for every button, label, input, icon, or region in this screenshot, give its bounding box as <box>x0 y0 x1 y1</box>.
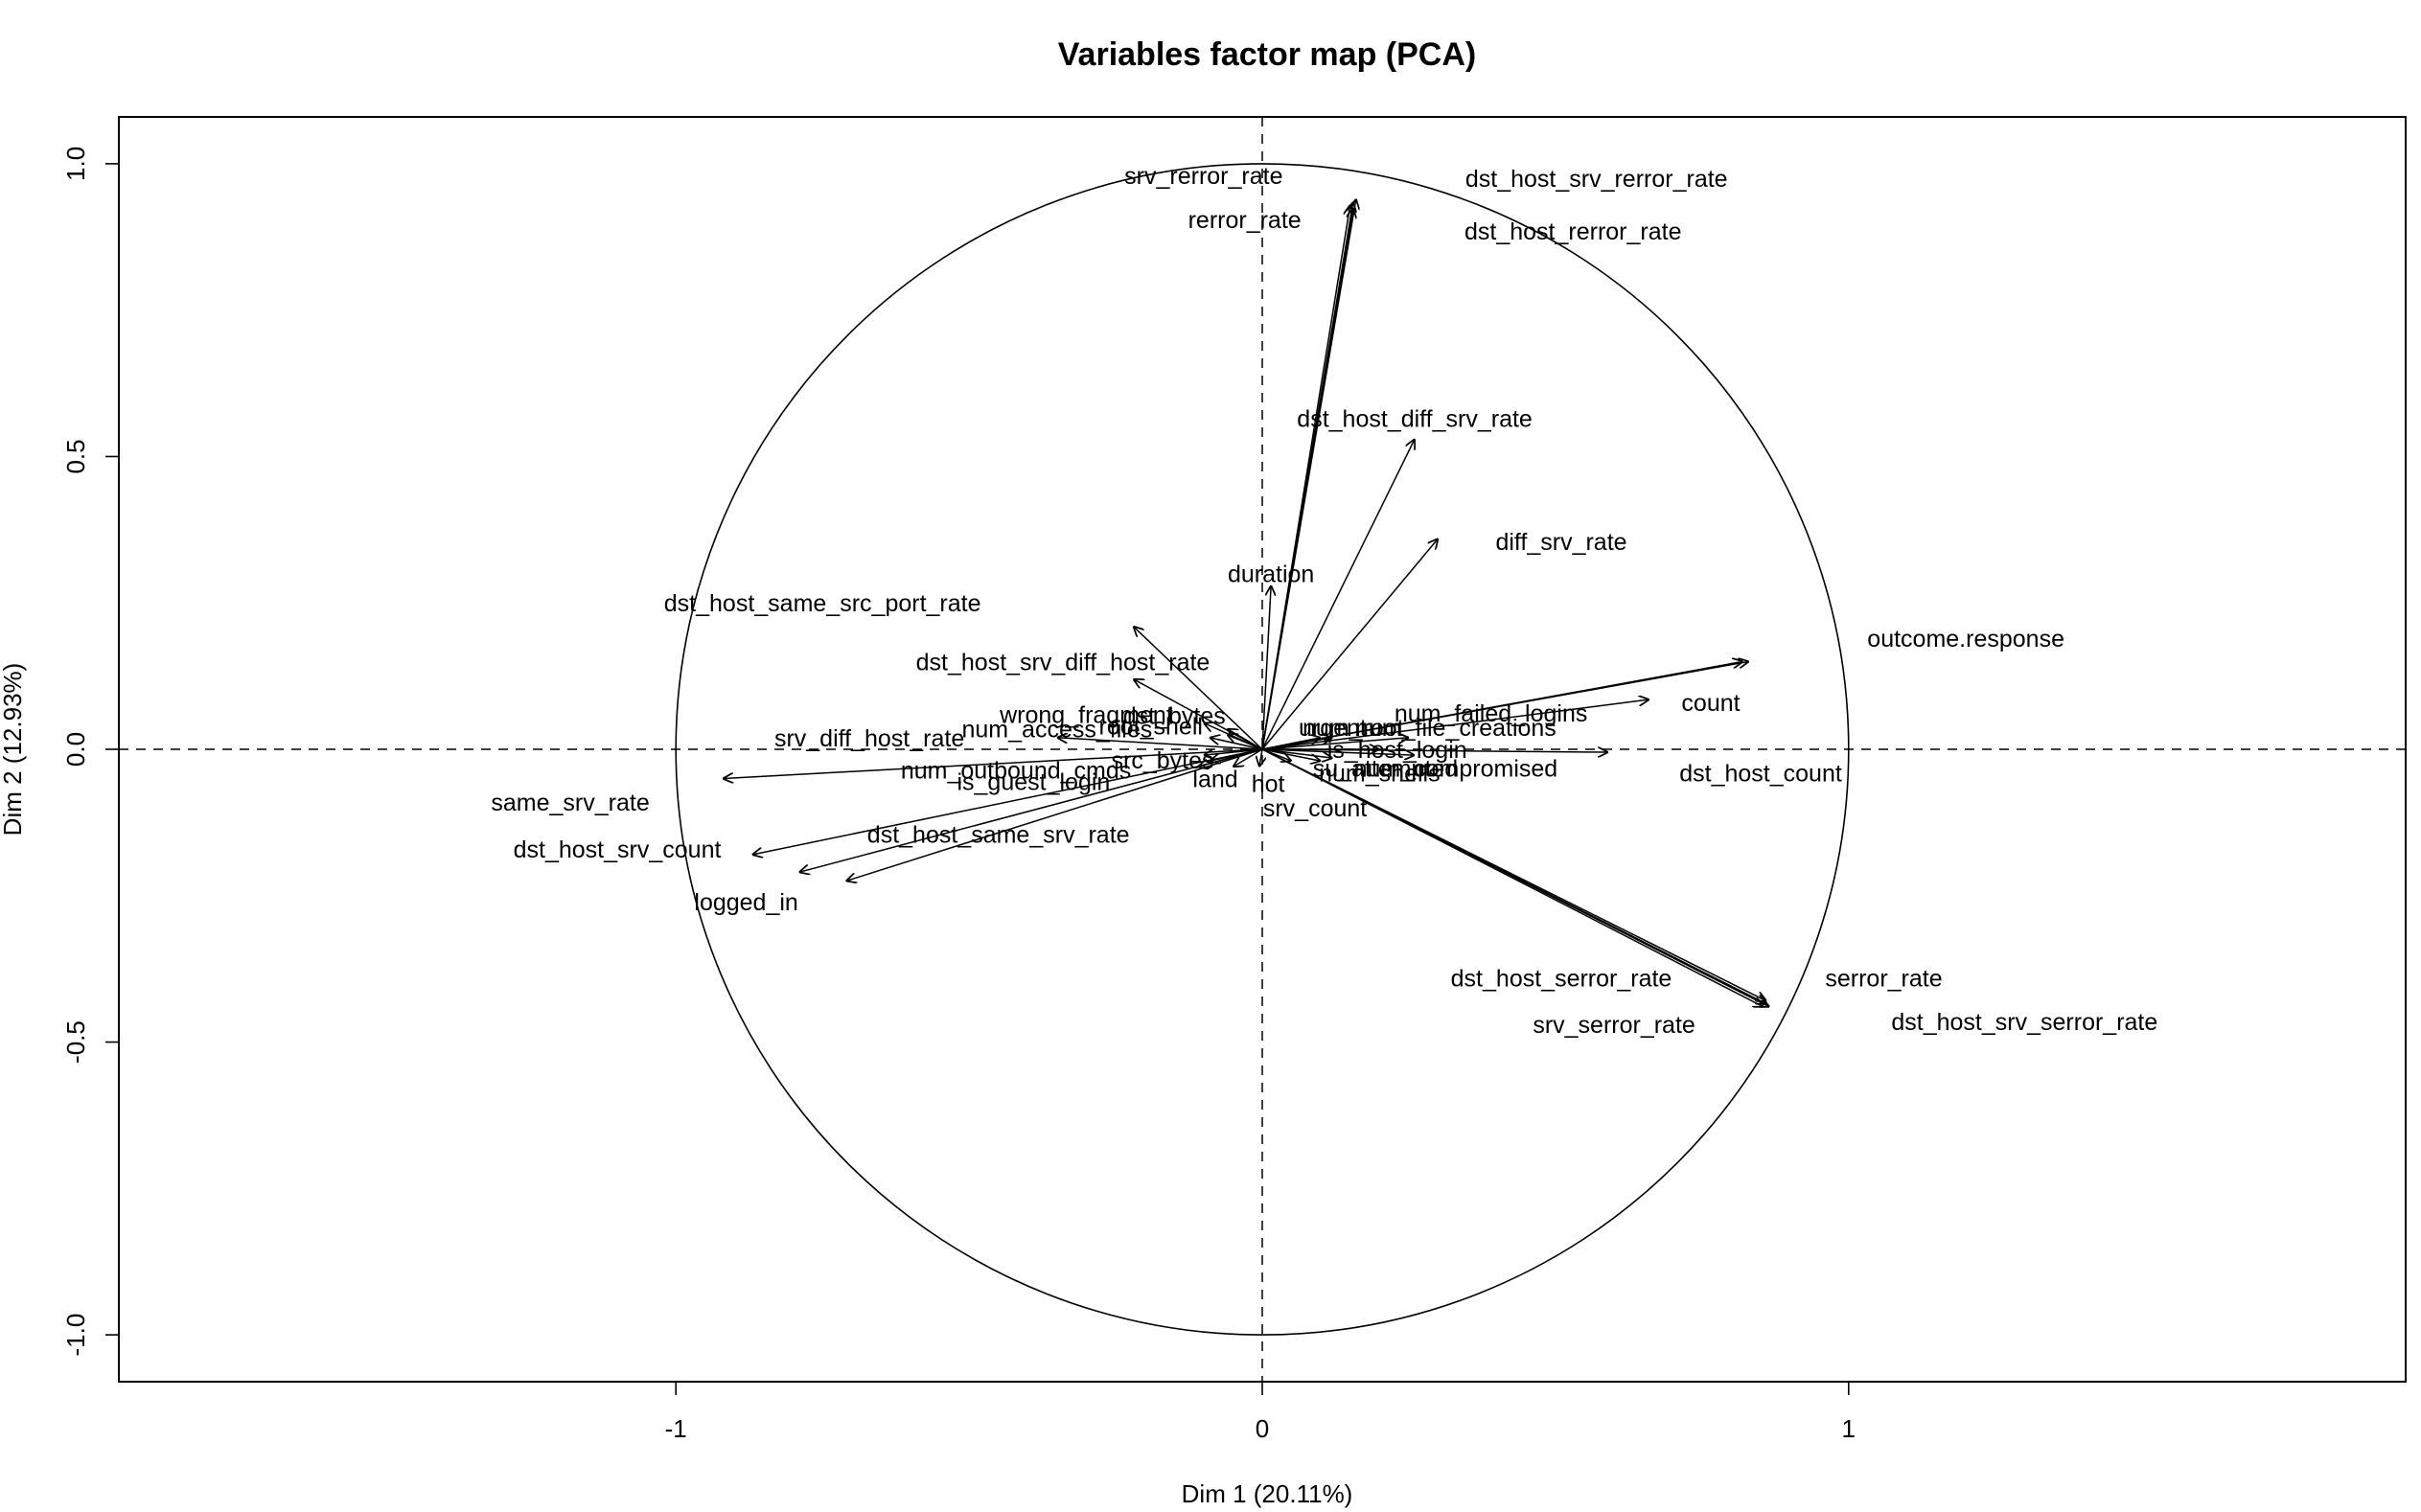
variable-arrow <box>1261 748 1415 755</box>
variable-label: outcome.response <box>1867 626 2064 653</box>
variable-label: land <box>1192 767 1237 793</box>
x-tick-label: 1 <box>1842 1414 1856 1443</box>
variable-arrow <box>752 748 1263 855</box>
variable-label: same_srv_rate <box>491 790 649 816</box>
variable-arrow <box>1133 627 1263 750</box>
variable-label: dst_host_rerror_rate <box>1464 218 1682 245</box>
variable-label: su_attempted <box>1313 756 1459 783</box>
variable-label: root_shell <box>1099 714 1203 741</box>
variable-arrow <box>1261 585 1271 750</box>
variable-label: dst_host_diff_srv_rate <box>1297 406 1533 433</box>
variable-label: diff_srv_rate <box>1495 529 1626 556</box>
variable-label: rerror_rate <box>1188 207 1302 234</box>
variable-label: num_failed_logins <box>1395 700 1588 727</box>
variable-arrow <box>1261 208 1353 750</box>
variable-arrow <box>1261 749 1608 752</box>
variable-label: dst_host_srv_rerror_rate <box>1465 166 1728 193</box>
axis-layer: -1 0 1 -1.0 -0.5 0.0 0.5 1.0 <box>61 117 2406 1443</box>
label-layer: srv_rerror_rate rerror_rate dst_host_srv_r… <box>491 163 2157 1039</box>
correlation-circle <box>675 163 1850 1336</box>
variable-label: count <box>1681 690 1740 717</box>
variable-label: hot <box>1252 770 1285 797</box>
variable-arrow <box>1210 738 1263 750</box>
variable-label: num_root <box>1303 715 1404 742</box>
variable-label: srv_count <box>1263 795 1367 822</box>
variable-arrow <box>1259 748 1262 767</box>
variable-label: num_shells <box>1319 760 1440 787</box>
variable-arrow <box>723 748 1263 779</box>
variable-label: srv_rerror_rate <box>1124 163 1282 190</box>
variable-label: num_compromised <box>1354 756 1558 783</box>
variable-label: srv_diff_host_rate <box>774 725 964 752</box>
variable-label: num_file_creations <box>1355 715 1556 742</box>
variable-label: dst_host_srv_serror_rate <box>1891 1009 2157 1036</box>
y-tick-label: -0.5 <box>61 1020 90 1064</box>
variable-label: dst_host_serror_rate <box>1451 965 1672 992</box>
variable-label: dst_host_srv_diff_host_rate <box>916 649 1210 676</box>
variable-arrow <box>1227 729 1263 750</box>
variable-label: src_bytes <box>1112 747 1214 774</box>
variable-arrow <box>1233 748 1263 767</box>
arrow-layer <box>723 199 1769 1007</box>
variable-label: num_outbound_cmds <box>901 757 1131 784</box>
variable-arrow <box>1261 748 1332 758</box>
variable-label: dst_host_count <box>1679 760 1842 787</box>
variable-label: wrong_fragment <box>999 701 1173 728</box>
x-tick-label: 0 <box>1256 1414 1269 1443</box>
variable-label: dst_host_srv_count <box>514 836 722 863</box>
variable-arrow <box>1057 738 1263 750</box>
variable-label: urgent <box>1299 715 1367 742</box>
variable-arrow <box>1261 439 1415 750</box>
y-tick-label: -1.0 <box>61 1314 90 1357</box>
x-axis-title: Dim 1 (20.11%) <box>1182 1479 1353 1508</box>
chart-title: Variables factor map (PCA) <box>1058 36 1476 73</box>
variable-arrow <box>1261 661 1749 750</box>
variable-label: serror_rate <box>1825 965 1942 992</box>
variable-label: dst_bytes <box>1123 703 1226 730</box>
variable-label: dst_host_same_srv_rate <box>867 822 1130 849</box>
variable-label: logged_in <box>694 889 797 916</box>
y-tick-label: 0.0 <box>61 732 90 767</box>
variable-arrow <box>1261 748 1321 761</box>
y-tick-label: 1.0 <box>61 147 90 181</box>
variable-label: srv_serror_rate <box>1533 1012 1695 1039</box>
x-tick-label: -1 <box>665 1414 687 1443</box>
variable-arrow <box>846 748 1263 882</box>
variable-label: is_host_login <box>1327 737 1467 764</box>
variable-label: is_guest_login <box>957 769 1110 796</box>
y-axis-title: Dim 2 (12.93%) <box>0 663 27 836</box>
y-tick-label: 0.5 <box>61 439 90 473</box>
variable-label: duration <box>1228 561 1314 588</box>
variable-arrow <box>1261 748 1769 1007</box>
variable-label: num_access_files <box>962 717 1153 744</box>
variable-arrow <box>1261 738 1409 750</box>
variable-arrow <box>1261 538 1439 750</box>
variable-arrow <box>799 748 1263 872</box>
variable-label: dst_host_same_src_port_rate <box>664 590 981 617</box>
variable-arrow <box>1227 735 1263 750</box>
